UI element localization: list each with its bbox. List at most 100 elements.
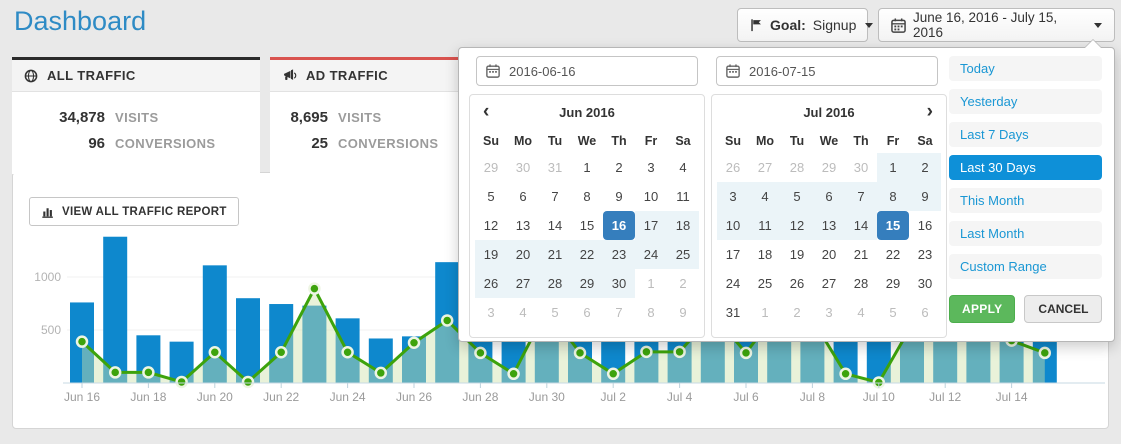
calendar-day[interactable]: 11 xyxy=(676,189,690,204)
calendar-day[interactable]: 7 xyxy=(615,305,623,320)
calendar-day[interactable]: 4 xyxy=(749,182,781,211)
calendar-day[interactable]: 28 xyxy=(853,276,869,291)
calendar-day[interactable]: 12 xyxy=(483,218,499,233)
calendar-day[interactable]: 3 xyxy=(825,305,833,320)
calendar-day[interactable]: 1 xyxy=(877,153,909,182)
conversions-point[interactable] xyxy=(640,345,653,359)
calendar-day[interactable]: 29 xyxy=(885,276,901,291)
calendar-day[interactable]: 8 xyxy=(647,305,655,320)
conversions-point[interactable] xyxy=(374,366,388,380)
calendar-day[interactable]: 27 xyxy=(507,269,539,298)
calendar-day[interactable]: 17 xyxy=(635,211,667,240)
end-date-input[interactable] xyxy=(747,62,928,80)
calendar-day[interactable]: 6 xyxy=(583,305,591,320)
conversions-point[interactable] xyxy=(739,346,753,360)
calendar-day[interactable]: 19 xyxy=(475,240,507,269)
visits-bar[interactable] xyxy=(269,304,294,383)
conversions-point[interactable] xyxy=(274,346,288,359)
calendar-day[interactable]: 18 xyxy=(667,211,699,240)
calendar-day[interactable]: 29 xyxy=(571,269,603,298)
apply-button[interactable]: APPLY xyxy=(949,295,1016,323)
calendar-day[interactable]: 4 xyxy=(519,305,527,320)
conversions-point[interactable] xyxy=(75,335,89,348)
calendar-day[interactable]: 20 xyxy=(507,240,539,269)
calendar-day[interactable]: 14 xyxy=(845,211,877,240)
conversions-point[interactable] xyxy=(474,346,487,360)
calendar-day[interactable]: 6 xyxy=(921,305,929,320)
conversions-point[interactable] xyxy=(142,366,155,379)
calendar-day[interactable]: 14 xyxy=(547,218,563,233)
conversions-point[interactable] xyxy=(241,375,255,389)
calendar-day[interactable]: 10 xyxy=(717,211,749,240)
view-report-button[interactable]: VIEW ALL TRAFFIC REPORT xyxy=(29,197,239,226)
calendar-day[interactable]: 7 xyxy=(551,189,559,204)
calendar-day[interactable]: 31 xyxy=(547,160,563,175)
visits-bar[interactable] xyxy=(236,298,260,383)
calendar-day[interactable]: 9 xyxy=(615,189,623,204)
calendar-day[interactable]: 26 xyxy=(475,269,507,298)
calendar-day[interactable]: 1 xyxy=(647,276,655,291)
calendar-day[interactable]: 1 xyxy=(761,305,769,320)
calendar-day[interactable]: 29 xyxy=(483,160,499,175)
calendar-day[interactable]: 15 xyxy=(877,211,909,240)
calendar-day[interactable]: 9 xyxy=(909,182,941,211)
calendar-day[interactable]: 6 xyxy=(813,182,845,211)
conversions-point[interactable] xyxy=(308,282,321,295)
visits-bar[interactable] xyxy=(302,305,327,383)
prev-month-button[interactable]: ‹ xyxy=(483,101,490,122)
calendar-day[interactable]: 4 xyxy=(857,305,865,320)
conversions-point[interactable] xyxy=(673,345,686,359)
range-last-7-days[interactable]: Last 7 Days xyxy=(949,122,1102,147)
calendar-day[interactable]: 19 xyxy=(789,247,805,262)
calendar-day[interactable]: 2 xyxy=(793,305,801,320)
visits-bar[interactable] xyxy=(202,265,227,383)
next-month-button[interactable]: › xyxy=(926,101,933,122)
date-range-button[interactable]: June 16, 2016 - July 15, 2016 xyxy=(878,8,1115,42)
conversions-point[interactable] xyxy=(208,346,222,359)
conversions-point[interactable] xyxy=(507,367,520,381)
calendar-day[interactable]: 13 xyxy=(813,211,845,240)
calendar-day[interactable]: 9 xyxy=(679,305,687,320)
calendar-day[interactable]: 5 xyxy=(889,305,897,320)
conversions-point[interactable] xyxy=(175,375,188,389)
calendar-day[interactable]: 31 xyxy=(725,305,741,320)
calendar-day[interactable]: 29 xyxy=(821,160,837,175)
visits-bar[interactable] xyxy=(103,236,128,383)
conversions-point[interactable] xyxy=(108,366,122,379)
calendar-day[interactable]: 21 xyxy=(853,247,869,262)
calendar-day[interactable]: 13 xyxy=(515,218,531,233)
calendar-day[interactable]: 30 xyxy=(853,160,869,175)
calendar-day[interactable]: 1 xyxy=(583,160,591,175)
calendar-day[interactable]: 28 xyxy=(789,160,805,175)
calendar-day[interactable]: 12 xyxy=(781,211,813,240)
calendar-day[interactable]: 3 xyxy=(647,160,655,175)
calendar-day[interactable]: 30 xyxy=(603,269,635,298)
calendar-day[interactable]: 26 xyxy=(789,276,805,291)
calendar-day[interactable]: 20 xyxy=(821,247,837,262)
range-this-month[interactable]: This Month xyxy=(949,188,1102,213)
calendar-day[interactable]: 5 xyxy=(781,182,813,211)
start-date-field[interactable] xyxy=(476,56,698,86)
calendar-day[interactable]: 7 xyxy=(845,182,877,211)
cancel-button[interactable]: CANCEL xyxy=(1024,295,1103,323)
card-all-traffic[interactable]: ALL TRAFFIC 34,878 VISITS 96 CONVERSIONS xyxy=(12,57,260,174)
range-today[interactable]: Today xyxy=(949,56,1102,81)
calendar-day[interactable]: 2 xyxy=(615,160,623,175)
conversions-point[interactable] xyxy=(407,336,421,349)
calendar-day[interactable]: 2 xyxy=(909,153,941,182)
conversions-point[interactable] xyxy=(341,346,354,359)
range-yesterday[interactable]: Yesterday xyxy=(949,89,1102,114)
calendar-day[interactable]: 17 xyxy=(725,247,741,262)
end-date-field[interactable] xyxy=(716,56,938,86)
conversions-point[interactable] xyxy=(839,367,852,381)
conversions-point[interactable] xyxy=(1038,346,1052,360)
conversions-point[interactable] xyxy=(573,346,587,360)
calendar-day[interactable]: 6 xyxy=(519,189,527,204)
calendar-day[interactable]: 24 xyxy=(635,240,667,269)
calendar-day[interactable]: 15 xyxy=(579,218,595,233)
calendar-day[interactable]: 3 xyxy=(717,182,749,211)
calendar-day[interactable]: 11 xyxy=(749,211,781,240)
calendar-day[interactable]: 22 xyxy=(885,247,901,262)
start-date-input[interactable] xyxy=(507,62,688,80)
calendar-day[interactable]: 30 xyxy=(515,160,531,175)
